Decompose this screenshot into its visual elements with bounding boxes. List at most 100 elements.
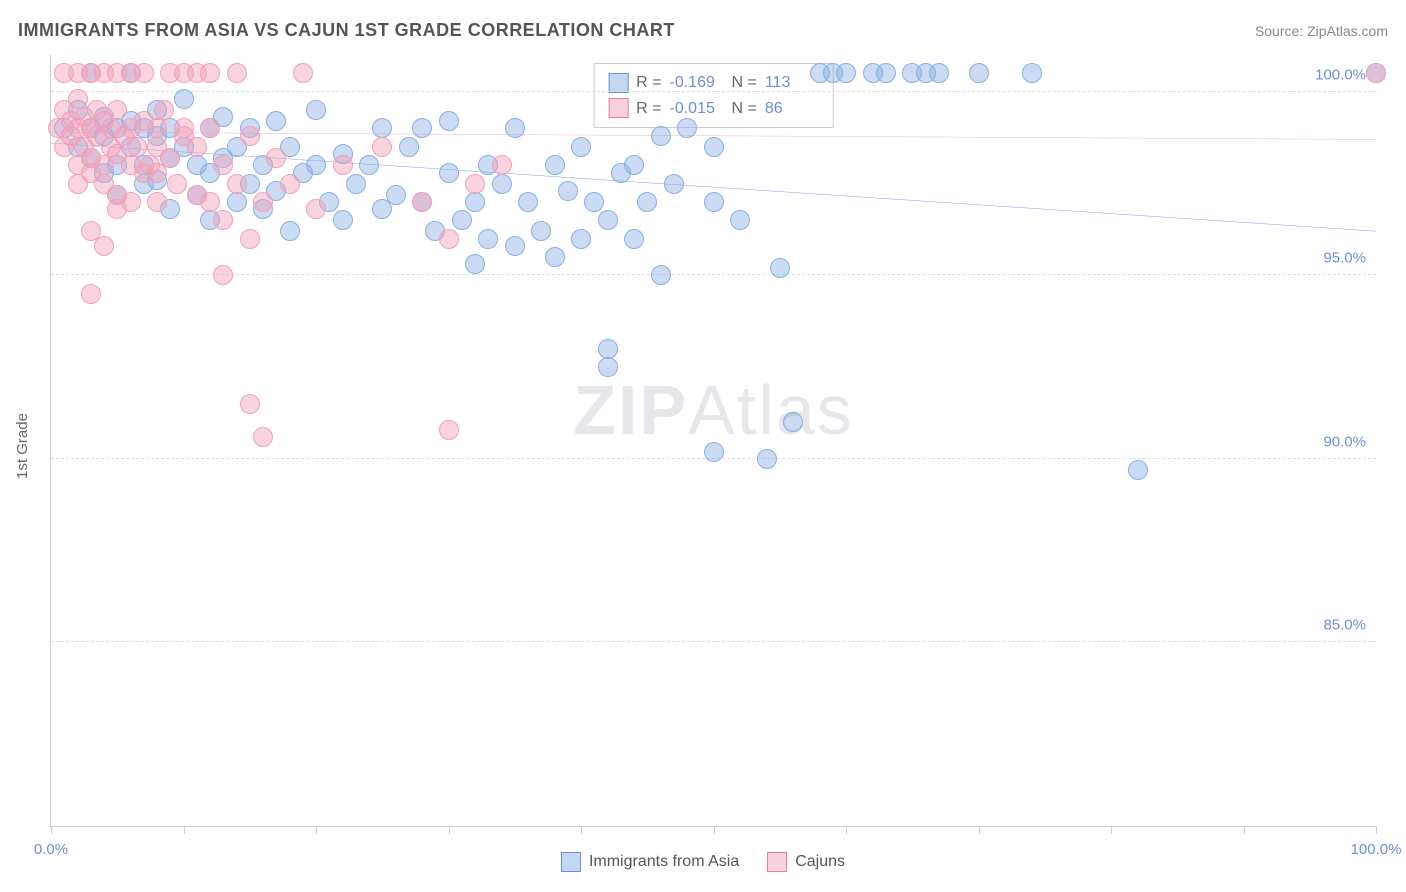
ytick-label: 95.0% — [1323, 250, 1366, 267]
scatter-point — [399, 137, 419, 157]
xtick-mark — [846, 826, 847, 834]
xtick-mark — [1376, 826, 1377, 834]
scatter-point — [1366, 63, 1386, 83]
stats-r-label: R = — [636, 70, 661, 96]
scatter-point — [147, 118, 167, 138]
xtick-mark — [1244, 826, 1245, 834]
scatter-point — [213, 155, 233, 175]
legend-label-1: Immigrants from Asia — [589, 853, 739, 871]
legend-item-1: Immigrants from Asia — [561, 852, 739, 872]
scatter-point — [518, 192, 538, 212]
scatter-point — [704, 137, 724, 157]
scatter-point — [253, 427, 273, 447]
scatter-point — [372, 137, 392, 157]
scatter-point — [836, 63, 856, 83]
scatter-point — [439, 229, 459, 249]
scatter-point — [545, 155, 565, 175]
scatter-point — [651, 126, 671, 146]
y-axis-label: 1st Grade — [14, 413, 31, 479]
source-attribution: Source: ZipAtlas.com — [1255, 23, 1388, 39]
scatter-point — [929, 63, 949, 83]
scatter-point — [571, 229, 591, 249]
scatter-point — [757, 449, 777, 469]
scatter-point — [372, 118, 392, 138]
scatter-point — [359, 155, 379, 175]
xtick-mark — [979, 826, 980, 834]
scatter-point — [598, 339, 618, 359]
scatter-point — [531, 221, 551, 241]
scatter-point — [333, 210, 353, 230]
scatter-point — [664, 174, 684, 194]
scatter-point — [68, 174, 88, 194]
stats-r-label: R = — [636, 96, 661, 122]
scatter-point — [704, 192, 724, 212]
scatter-point — [187, 137, 207, 157]
stats-r-value-2: -0.015 — [670, 96, 724, 122]
scatter-point — [545, 247, 565, 267]
scatter-point — [174, 118, 194, 138]
scatter-plot-area: ZIPAtlas R = -0.169 N = 113 R = -0.015 N… — [50, 55, 1376, 827]
scatter-point — [969, 63, 989, 83]
xtick-mark — [714, 826, 715, 834]
scatter-point — [505, 236, 525, 256]
scatter-point — [167, 174, 187, 194]
scatter-point — [280, 221, 300, 241]
scatter-point — [704, 442, 724, 462]
scatter-point — [783, 412, 803, 432]
scatter-point — [306, 199, 326, 219]
chart-title: IMMIGRANTS FROM ASIA VS CAJUN 1ST GRADE … — [18, 20, 675, 41]
scatter-point — [306, 100, 326, 120]
scatter-point — [293, 63, 313, 83]
xtick-mark — [316, 826, 317, 834]
scatter-point — [227, 63, 247, 83]
scatter-point — [598, 357, 618, 377]
scatter-point — [1022, 63, 1042, 83]
scatter-point — [465, 254, 485, 274]
scatter-point — [677, 118, 697, 138]
stats-n-value-2: 86 — [765, 96, 819, 122]
scatter-point — [439, 111, 459, 131]
scatter-point — [266, 148, 286, 168]
stats-n-label: N = — [732, 70, 757, 96]
scatter-point — [68, 89, 88, 109]
scatter-point — [227, 174, 247, 194]
stats-n-label: N = — [732, 96, 757, 122]
scatter-point — [505, 118, 525, 138]
scatter-point — [558, 181, 578, 201]
scatter-point — [465, 174, 485, 194]
legend-swatch-blue — [561, 852, 581, 872]
legend-label-2: Cajuns — [795, 853, 845, 871]
scatter-point — [439, 420, 459, 440]
xtick-mark — [1111, 826, 1112, 834]
xtick-mark — [449, 826, 450, 834]
scatter-point — [876, 63, 896, 83]
scatter-point — [624, 229, 644, 249]
trendlines-svg — [51, 55, 1376, 826]
xtick-mark — [51, 826, 52, 834]
scatter-point — [412, 118, 432, 138]
scatter-point — [107, 100, 127, 120]
scatter-point — [386, 185, 406, 205]
scatter-point — [227, 192, 247, 212]
scatter-point — [200, 118, 220, 138]
ytick-label: 90.0% — [1323, 433, 1366, 450]
scatter-point — [107, 199, 127, 219]
ytick-label: 100.0% — [1315, 66, 1366, 83]
scatter-point — [240, 126, 260, 146]
xtick-mark — [184, 826, 185, 834]
scatter-point — [127, 137, 147, 157]
bottom-legend: Immigrants from Asia Cajuns — [0, 852, 1406, 872]
stats-row-series2: R = -0.015 N = 86 — [608, 96, 819, 122]
gridline-h — [51, 641, 1376, 642]
scatter-point — [584, 192, 604, 212]
scatter-point — [637, 192, 657, 212]
scatter-point — [154, 100, 174, 120]
legend-swatch-pink — [767, 852, 787, 872]
scatter-point — [240, 394, 260, 414]
scatter-point — [200, 192, 220, 212]
scatter-point — [439, 163, 459, 183]
scatter-point — [81, 221, 101, 241]
scatter-point — [571, 137, 591, 157]
watermark-light: Atlas — [688, 371, 854, 449]
scatter-point — [465, 192, 485, 212]
